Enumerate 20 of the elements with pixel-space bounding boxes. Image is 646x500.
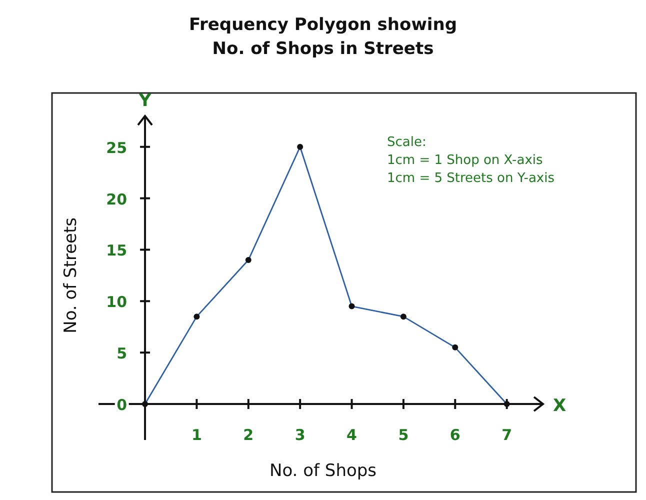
annotation: Scale: [387, 135, 426, 150]
text: X [553, 396, 566, 416]
y-tick-label: 5 [116, 344, 128, 363]
x-tick-label: 4 [346, 426, 357, 444]
x-tick-label: 2 [243, 426, 254, 444]
x-tick-label: 5 [398, 426, 409, 444]
y-tick-label: 25 [106, 138, 128, 157]
text: Y [138, 91, 152, 111]
y-tick-label: 15 [106, 242, 128, 260]
y-axis-title: No. of Streets [61, 217, 81, 334]
x-tick-label: 7 [502, 426, 512, 444]
y-tick-label: 10 [106, 293, 128, 312]
x-tick-label: 1 [191, 426, 202, 444]
annotation: 1cm = 5 Streets on Y-axis [387, 171, 555, 186]
chart-title: Frequency Polygon showing No. of Shops in Streets [188, 15, 458, 59]
y-tick-label: 20 [106, 190, 128, 208]
x-tick-label: 3 [294, 426, 306, 444]
x-axis-title: No. of Shops [269, 461, 377, 481]
x-tick-label: 6 [450, 426, 460, 444]
annotation: 1cm = 1 Shop on X-axis [387, 153, 544, 168]
